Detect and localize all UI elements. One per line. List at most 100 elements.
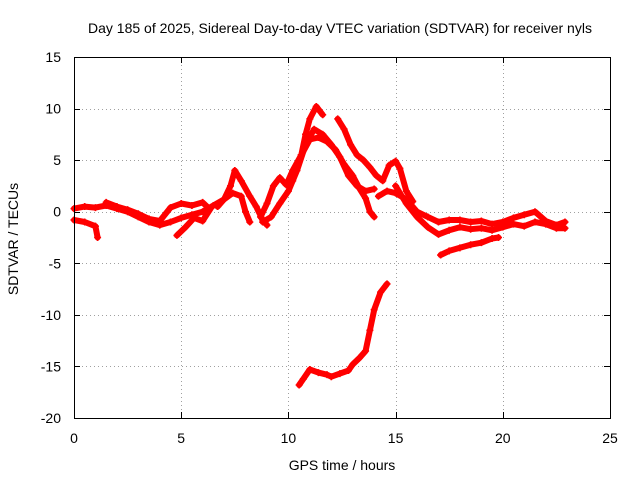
- data-point: [520, 211, 528, 219]
- data-point: [269, 182, 277, 190]
- data-point: [156, 217, 164, 225]
- data-point: [372, 172, 380, 180]
- data-point: [355, 354, 363, 362]
- data-point: [334, 115, 342, 123]
- data-point: [362, 194, 370, 202]
- data-point: [385, 161, 393, 169]
- data-point: [181, 223, 189, 231]
- series-track-9: [334, 115, 417, 205]
- data-point: [467, 218, 475, 226]
- data-point: [306, 366, 314, 374]
- data-point: [362, 347, 370, 355]
- data-point: [488, 226, 496, 234]
- data-point: [299, 375, 307, 383]
- series-line: [71, 217, 101, 241]
- data-point: [413, 213, 421, 221]
- data-point: [284, 187, 292, 195]
- data-point: [366, 208, 374, 216]
- data-point: [246, 218, 254, 226]
- data-point: [445, 226, 453, 234]
- series-track-11: [392, 182, 569, 238]
- series-layer: [70, 103, 569, 389]
- data-point: [552, 224, 560, 232]
- data-point: [353, 151, 361, 159]
- series-line: [214, 190, 253, 225]
- data-point: [477, 217, 485, 225]
- data-point: [456, 216, 464, 224]
- data-point: [231, 166, 239, 174]
- data-point: [91, 204, 99, 212]
- data-point: [495, 234, 503, 241]
- data-point: [145, 215, 153, 223]
- series-track-6: [257, 103, 327, 221]
- y-tick-label: 0: [53, 204, 61, 220]
- x-tick-label: 5: [177, 430, 185, 446]
- series-track-4: [173, 204, 215, 239]
- data-point: [124, 206, 132, 214]
- data-point: [276, 174, 284, 182]
- y-tick-label: -5: [49, 255, 62, 271]
- data-point: [377, 288, 385, 296]
- data-point: [323, 138, 331, 146]
- data-point: [434, 230, 442, 238]
- x-tick-label: 20: [495, 430, 511, 446]
- data-point: [166, 218, 174, 226]
- data-point: [531, 208, 539, 216]
- series-line: [257, 103, 326, 220]
- chart-title: Day 185 of 2025, Sidereal Day-to-day VTE…: [88, 20, 592, 36]
- series-track-3: [102, 198, 213, 225]
- y-axis-label: SDTVAR / TECUs: [5, 183, 21, 295]
- series-track-12: [437, 234, 503, 259]
- data-point: [252, 203, 260, 211]
- data-point: [366, 326, 374, 334]
- y-tick-label: 15: [45, 49, 61, 65]
- data-point: [327, 373, 335, 381]
- y-tick-label: 5: [53, 152, 61, 168]
- series-track-8: [289, 133, 378, 221]
- data-point: [456, 223, 464, 231]
- data-point: [102, 198, 110, 206]
- data-point: [242, 208, 250, 216]
- data-point: [81, 218, 89, 226]
- data-point: [434, 218, 442, 226]
- data-point: [173, 231, 181, 239]
- data-point: [424, 223, 432, 231]
- data-point: [531, 218, 539, 226]
- series-track-13: [295, 280, 391, 389]
- data-point: [349, 172, 357, 180]
- data-point: [359, 156, 367, 164]
- data-point: [392, 157, 400, 165]
- data-point: [561, 218, 569, 226]
- data-point: [94, 234, 102, 241]
- data-point: [379, 177, 387, 185]
- y-tick-labels: -20 -15 -10 -5 0 5 10 15: [41, 49, 61, 426]
- data-point: [340, 125, 348, 133]
- data-point: [561, 224, 569, 232]
- data-point: [267, 213, 275, 221]
- data-point: [314, 133, 322, 141]
- data-point: [340, 160, 348, 168]
- data-point: [134, 210, 142, 218]
- x-tick-label: 15: [388, 430, 404, 446]
- data-point: [445, 247, 453, 255]
- data-point: [306, 115, 314, 123]
- grid-lines: [74, 57, 610, 418]
- data-point: [510, 214, 518, 222]
- data-point: [295, 381, 303, 389]
- data-point: [177, 214, 185, 222]
- data-point: [488, 235, 496, 243]
- series-track-5: [214, 189, 254, 226]
- data-point: [370, 306, 378, 314]
- data-point: [402, 187, 410, 195]
- data-point: [227, 182, 235, 190]
- data-point: [383, 280, 391, 288]
- series-line: [392, 182, 568, 238]
- data-point: [259, 218, 267, 226]
- ticks: [74, 57, 611, 419]
- data-point: [477, 239, 485, 247]
- data-point: [289, 177, 297, 185]
- data-point: [510, 220, 518, 228]
- data-point: [437, 251, 445, 259]
- data-point: [319, 111, 327, 119]
